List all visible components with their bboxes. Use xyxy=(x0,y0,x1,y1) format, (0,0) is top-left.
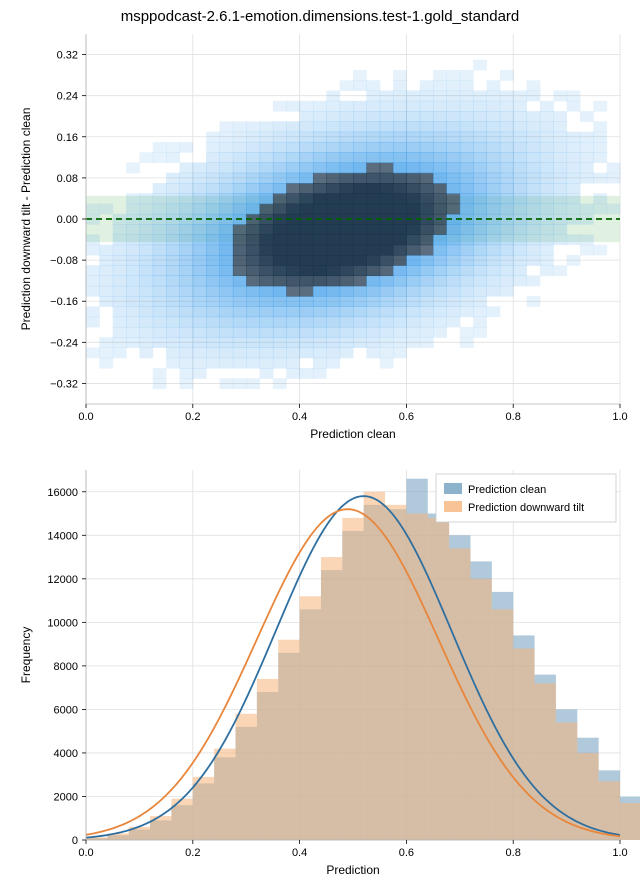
figure: msppodcast-2.6.1-emotion.dimensions.test… xyxy=(0,0,640,880)
svg-text:10000: 10000 xyxy=(47,617,78,629)
svg-text:1.0: 1.0 xyxy=(612,411,627,423)
legend-item-label: Prediction downward tilt xyxy=(468,502,584,514)
svg-text:14000: 14000 xyxy=(47,530,78,542)
svg-text:0.0: 0.0 xyxy=(78,411,93,423)
figure-title: msppodcast-2.6.1-emotion.dimensions.test… xyxy=(0,8,640,25)
svg-text:8000: 8000 xyxy=(54,661,78,673)
svg-text:0.6: 0.6 xyxy=(399,411,414,423)
svg-text:0.4: 0.4 xyxy=(292,411,307,423)
svg-text:−0.32: −0.32 xyxy=(50,378,78,390)
svg-text:0.2: 0.2 xyxy=(185,847,200,859)
svg-text:−0.16: −0.16 xyxy=(50,296,78,308)
legend-item-label: Prediction clean xyxy=(468,484,546,496)
top-xlabel: Prediction clean xyxy=(310,427,395,441)
svg-text:−0.24: −0.24 xyxy=(50,337,78,349)
top-density-panel: 0.00.20.40.60.81.0−0.32−0.24−0.16−0.080.… xyxy=(86,34,620,404)
svg-text:4000: 4000 xyxy=(54,748,78,760)
svg-text:0.00: 0.00 xyxy=(57,214,78,226)
svg-text:0.32: 0.32 xyxy=(57,50,78,62)
svg-text:0.24: 0.24 xyxy=(57,91,78,103)
bottom-histogram-panel: 0.00.20.40.60.81.00200040006000800010000… xyxy=(86,470,620,840)
svg-text:0.4: 0.4 xyxy=(292,847,307,859)
svg-text:2000: 2000 xyxy=(54,791,78,803)
svg-text:6000: 6000 xyxy=(54,704,78,716)
svg-text:0.0: 0.0 xyxy=(78,847,93,859)
svg-text:0.8: 0.8 xyxy=(506,847,521,859)
svg-text:−0.08: −0.08 xyxy=(50,255,78,267)
svg-text:0.16: 0.16 xyxy=(57,132,78,144)
svg-text:0.8: 0.8 xyxy=(506,411,521,423)
svg-text:16000: 16000 xyxy=(47,487,78,499)
legend: Prediction clean Prediction downward tilt xyxy=(436,474,616,522)
svg-text:0.2: 0.2 xyxy=(185,411,200,423)
bottom-ylabel: Frequency xyxy=(19,627,33,684)
svg-text:12000: 12000 xyxy=(47,574,78,586)
svg-text:0.08: 0.08 xyxy=(57,173,78,185)
bottom-xlabel: Prediction xyxy=(326,863,379,877)
top-ylabel: Prediction downward tilt - Prediction cl… xyxy=(19,108,33,331)
svg-text:1.0: 1.0 xyxy=(612,847,627,859)
svg-text:0.6: 0.6 xyxy=(399,847,414,859)
svg-text:0: 0 xyxy=(72,835,78,847)
